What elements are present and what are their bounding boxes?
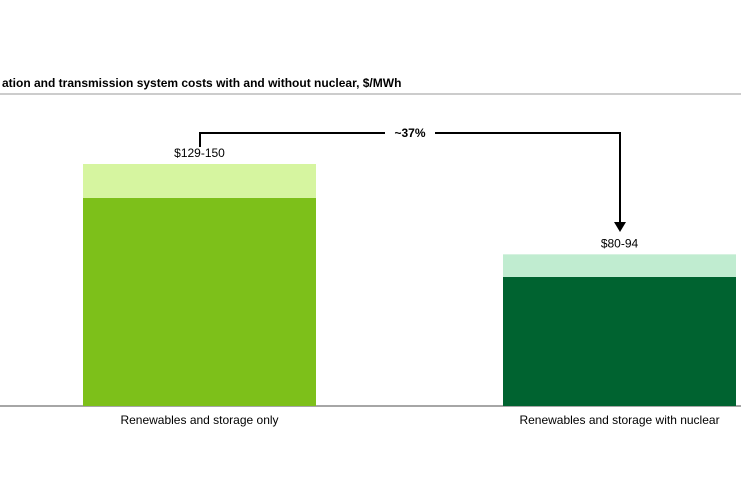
arrow-head	[614, 222, 626, 232]
x-tick-label: Renewables and storage with nuclear	[519, 413, 719, 427]
range-label: $129-150	[174, 146, 225, 160]
bar-segment	[83, 197, 316, 406]
range-label: $80-94	[601, 237, 639, 251]
x-tick-label: Renewables and storage only	[120, 413, 278, 427]
annotation-bg	[385, 125, 435, 141]
annotation: ~37%	[394, 126, 425, 140]
bar-segment	[503, 276, 736, 406]
bar-segment	[83, 164, 316, 198]
chart-title: ation and transmission system costs with…	[2, 76, 401, 90]
bar-segment	[503, 254, 736, 277]
